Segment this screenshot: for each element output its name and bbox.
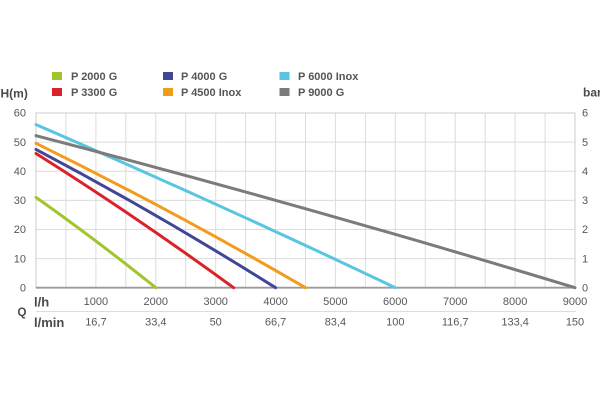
svg-text:40: 40 bbox=[14, 166, 26, 178]
svg-text:60: 60 bbox=[14, 108, 26, 120]
svg-text:30: 30 bbox=[14, 195, 26, 207]
svg-text:P 4500 Inox: P 4500 Inox bbox=[181, 87, 242, 99]
svg-text:P 9000 G: P 9000 G bbox=[298, 87, 344, 99]
svg-text:2000: 2000 bbox=[144, 296, 168, 308]
svg-text:P 2000 G: P 2000 G bbox=[71, 71, 117, 83]
svg-text:l/min: l/min bbox=[34, 315, 64, 330]
svg-text:5: 5 bbox=[582, 137, 588, 149]
svg-text:5000: 5000 bbox=[323, 296, 347, 308]
svg-text:0: 0 bbox=[582, 282, 588, 294]
svg-text:H(m): H(m) bbox=[1, 87, 28, 101]
svg-text:2: 2 bbox=[582, 224, 588, 236]
svg-text:133,4: 133,4 bbox=[501, 317, 529, 329]
svg-text:66,7: 66,7 bbox=[265, 317, 286, 329]
svg-text:P 4000 G: P 4000 G bbox=[181, 71, 227, 83]
svg-text:150: 150 bbox=[566, 317, 584, 329]
svg-text:20: 20 bbox=[14, 224, 26, 236]
svg-text:7000: 7000 bbox=[443, 296, 467, 308]
svg-text:P 6000 Inox: P 6000 Inox bbox=[298, 71, 359, 83]
svg-text:8000: 8000 bbox=[503, 296, 527, 308]
svg-text:3: 3 bbox=[582, 195, 588, 207]
svg-text:1000: 1000 bbox=[84, 296, 108, 308]
svg-text:33,4: 33,4 bbox=[145, 317, 166, 329]
svg-text:P 3300 G: P 3300 G bbox=[71, 87, 117, 99]
svg-text:4: 4 bbox=[582, 166, 588, 178]
svg-text:83,4: 83,4 bbox=[325, 317, 346, 329]
svg-text:6: 6 bbox=[582, 108, 588, 120]
svg-text:16,7: 16,7 bbox=[85, 317, 106, 329]
svg-text:50: 50 bbox=[14, 137, 26, 149]
svg-text:10: 10 bbox=[14, 253, 26, 265]
svg-text:100: 100 bbox=[386, 317, 404, 329]
svg-text:l/h: l/h bbox=[34, 294, 49, 309]
svg-text:bar: bar bbox=[583, 86, 600, 100]
svg-text:4000: 4000 bbox=[263, 296, 287, 308]
svg-text:3000: 3000 bbox=[203, 296, 227, 308]
svg-text:Q: Q bbox=[18, 307, 27, 319]
svg-text:0: 0 bbox=[20, 282, 26, 294]
svg-text:1: 1 bbox=[582, 253, 588, 265]
svg-text:116,7: 116,7 bbox=[442, 317, 469, 329]
svg-text:9000: 9000 bbox=[563, 296, 587, 308]
svg-text:50: 50 bbox=[210, 317, 222, 329]
svg-text:6000: 6000 bbox=[383, 296, 407, 308]
